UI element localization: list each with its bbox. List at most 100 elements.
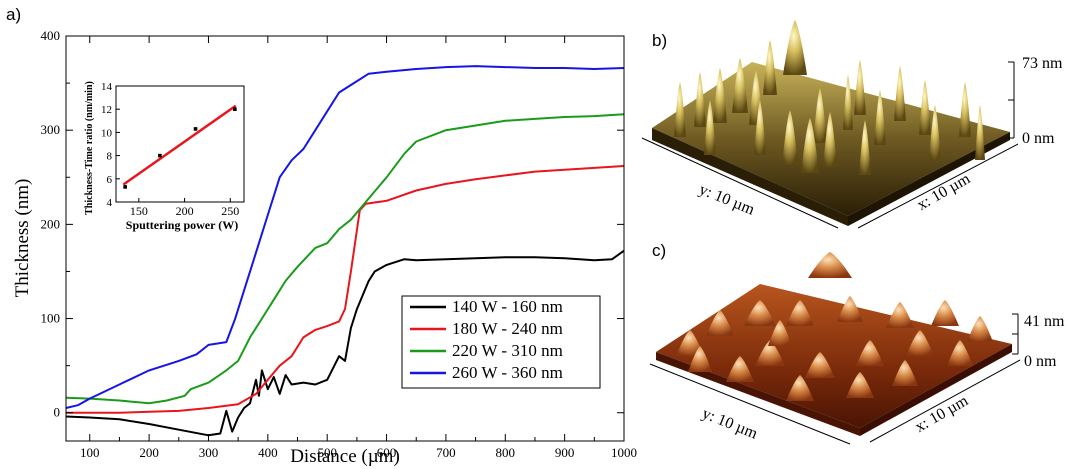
afm-b-x-axis-line xyxy=(857,143,1019,229)
afm-c-y-label: y: 10 µm xyxy=(700,405,761,443)
afm-c-peak xyxy=(768,320,792,346)
inset-x-tick-label: 250 xyxy=(221,204,239,218)
afm-c-surface xyxy=(656,284,1012,428)
series-line xyxy=(65,249,625,437)
afm-c-peak xyxy=(846,372,874,398)
x-tick-label: 100 xyxy=(80,445,100,460)
afm-b-z-bottom-label: 0 nm xyxy=(1022,130,1055,147)
panel-label-a: a) xyxy=(6,5,21,24)
main-plot-frame xyxy=(65,35,625,442)
inset-data-point xyxy=(233,107,237,111)
afm-c-peak xyxy=(892,360,918,386)
legend: 140 W - 160 nm 180 W - 240 nm 220 W - 310 … xyxy=(401,295,601,389)
afm-b-y-axis-line xyxy=(641,137,839,229)
series-line xyxy=(66,165,625,414)
afm-b-peak xyxy=(929,105,941,160)
afm-b-peaks xyxy=(674,20,985,175)
inset-y-tick-label: 4 xyxy=(107,197,113,209)
thickness-profile-chart: a) 100 200 300 400 500 600 700 800 900 1000 0 100 20… xyxy=(6,5,637,467)
afm-c-peak xyxy=(967,316,993,342)
series-line xyxy=(65,65,625,409)
inset-y-axis-title: Thickness-Time ratio (nm/min) xyxy=(84,81,95,215)
afm-c-z-top-label: 41 nm xyxy=(1024,313,1065,330)
afm-b-peak xyxy=(813,88,827,143)
afm-c-peak xyxy=(755,340,785,366)
main-axes: 100 200 300 400 500 600 700 800 900 1000 0 100 200 30… xyxy=(41,28,638,460)
inset-marks xyxy=(122,104,237,189)
afm-b-peak xyxy=(754,100,766,155)
afm-b-peak xyxy=(763,40,777,95)
afm-b-peak xyxy=(854,60,866,115)
afm-b-peak xyxy=(713,68,727,123)
legend-label: 260 W - 360 nm xyxy=(452,363,563,382)
afm-b-peak xyxy=(801,118,819,173)
afm-c-peak xyxy=(786,300,814,326)
afm-b-peak xyxy=(874,90,886,145)
afm-c-peak xyxy=(837,296,863,322)
afm-c-peaks xyxy=(676,252,993,401)
inset-y-tick-label: 8 xyxy=(107,151,113,163)
afm-surface-c: c) 41 nm 0 nm y: 10 µm x: 10 µm xyxy=(649,241,1065,445)
afm-c-y-axis-line xyxy=(649,363,851,445)
afm-c-peak xyxy=(808,252,852,278)
x-tick-label: 500 xyxy=(317,445,337,460)
afm-b-peak xyxy=(894,66,906,121)
afm-b-peak xyxy=(694,72,706,127)
inset-y-tick-label: 6 xyxy=(107,174,113,186)
x-tick-label: 400 xyxy=(258,445,278,460)
afm-c-peak xyxy=(676,330,704,356)
afm-b-peak xyxy=(919,80,931,135)
panel-label-c: c) xyxy=(652,241,666,260)
x-tick-label: 800 xyxy=(496,445,516,460)
x-tick-label: 600 xyxy=(377,445,397,460)
series-group xyxy=(65,65,625,437)
afm-b-peak xyxy=(704,100,716,155)
x-tick-label: 300 xyxy=(199,445,219,460)
afm-b-peak xyxy=(823,112,837,167)
afm-c-peak xyxy=(931,300,959,326)
x-tick-label: 200 xyxy=(139,445,159,460)
afm-b-peak xyxy=(843,75,853,130)
afm-c-peak xyxy=(726,356,754,382)
afm-c-z-bottom-label: 0 nm xyxy=(1024,353,1057,370)
inset-x-tick-label: 150 xyxy=(130,204,148,218)
inset-data-point xyxy=(158,153,162,158)
x-tick-label: 900 xyxy=(555,445,575,460)
y-tick-label: 300 xyxy=(41,122,61,137)
y-tick-label: 0 xyxy=(54,405,61,420)
afm-c-peak xyxy=(786,375,814,401)
y-axis-title: Thickness (nm) xyxy=(12,179,33,298)
y-tick-label: 100 xyxy=(41,311,61,326)
afm-c-peak xyxy=(947,340,973,366)
afm-b-peak xyxy=(959,82,971,137)
afm-c-peak xyxy=(706,310,734,336)
afm-c-peak xyxy=(744,300,776,326)
afm-b-peak xyxy=(975,105,985,160)
afm-c-x-axis-line xyxy=(869,359,1021,443)
legend-items: 140 W - 160 nm 180 W - 240 nm 220 W - 310 … xyxy=(410,297,563,382)
afm-b-side-right xyxy=(848,132,1010,226)
y-tick-label: 400 xyxy=(41,28,61,43)
inset-axes: 150 200 250 4 6 8 10 12 14 xyxy=(101,81,239,218)
inset-fit-line xyxy=(122,104,237,186)
y-tick-label: 200 xyxy=(41,216,61,231)
afm-b-peak xyxy=(732,58,748,113)
afm-b-peak xyxy=(782,110,798,165)
inset-data-point xyxy=(193,127,198,131)
panel-label-b: b) xyxy=(652,31,667,50)
inset-x-axis-title: Sputtering power (W) xyxy=(126,218,238,232)
legend-label: 180 W - 240 nm xyxy=(452,319,563,338)
inset-y-tick-label: 10 xyxy=(101,127,113,139)
inset-x-tick-label: 200 xyxy=(176,204,194,218)
inset-y-tick-label: 14 xyxy=(101,81,113,93)
afm-c-peak xyxy=(856,340,884,366)
afm-b-z-top-label: 73 nm xyxy=(1022,55,1063,72)
afm-surface-b: b) 73 nm 0 nm y: 10 µm x: 10 µm xyxy=(641,20,1063,229)
afm-b-peak xyxy=(674,82,686,137)
legend-label: 220 W - 310 nm xyxy=(452,341,563,360)
afm-b-peak xyxy=(783,20,807,75)
x-tick-label: 1000 xyxy=(611,445,637,460)
series-line xyxy=(65,113,625,405)
